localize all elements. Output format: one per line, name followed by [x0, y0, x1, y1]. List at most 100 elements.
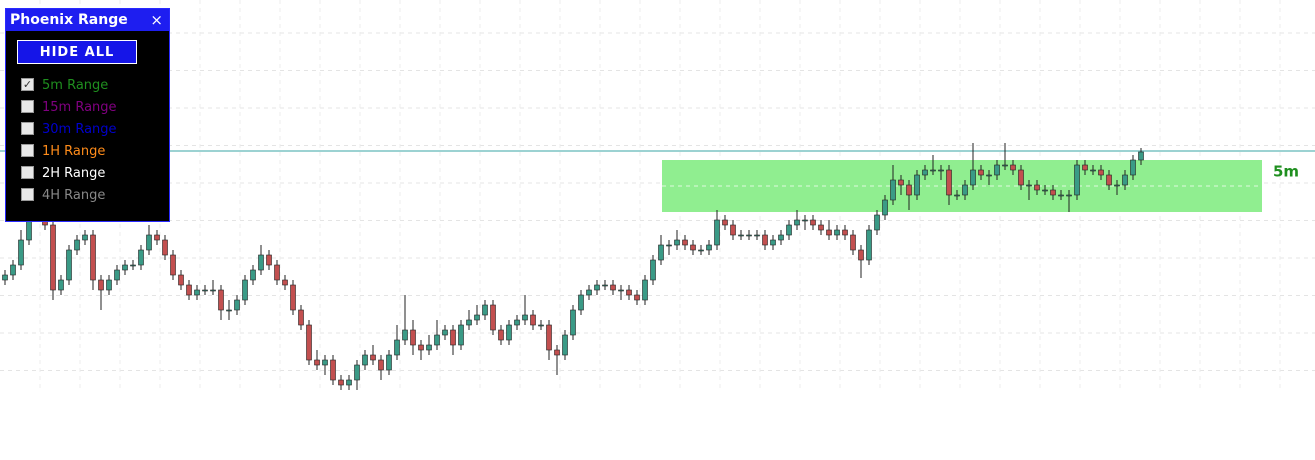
candle-body — [554, 349, 560, 356]
candle-body — [586, 289, 592, 296]
candle-body — [354, 364, 360, 381]
candle-body — [882, 199, 888, 216]
candle-body — [186, 284, 192, 296]
candle-body — [778, 234, 784, 241]
candle-body — [818, 224, 824, 231]
candle-body — [170, 254, 176, 276]
checkbox[interactable] — [21, 122, 34, 135]
candle-body — [1042, 189, 1048, 192]
candle-body — [1034, 184, 1040, 191]
candle-body — [930, 169, 936, 172]
candle-body — [610, 284, 616, 291]
candle-body — [898, 179, 904, 186]
option-label: 5m Range — [42, 78, 109, 93]
checkbox[interactable] — [21, 100, 34, 113]
candle-body — [674, 239, 680, 246]
candle-body — [250, 269, 256, 281]
candle-body — [626, 289, 632, 296]
candle-body — [226, 309, 232, 312]
candle-body — [490, 304, 496, 331]
candle-body — [122, 264, 128, 271]
candle-body — [234, 299, 240, 311]
candle-body — [690, 244, 696, 251]
candle-body — [922, 169, 928, 176]
candle-body — [738, 234, 744, 237]
candle-body — [530, 314, 536, 326]
candle-body — [594, 284, 600, 291]
panel: Phoenix Range × HIDE ALL ✓ 5m Range 15m Ran… — [5, 8, 170, 222]
candle-body — [938, 169, 944, 172]
panel-title-bar: Phoenix Range × — [6, 9, 169, 31]
candle-body — [706, 244, 712, 251]
candle-body — [1050, 189, 1056, 196]
option-label: 4H Range — [42, 188, 106, 203]
candle-body — [890, 179, 896, 201]
candle-body — [386, 354, 392, 371]
candle-body — [18, 239, 24, 266]
candle-body — [514, 319, 520, 326]
hide-all-button[interactable]: HIDE ALL — [17, 40, 137, 64]
candle-body — [714, 219, 720, 246]
checkbox[interactable] — [21, 166, 34, 179]
candle-body — [1122, 174, 1128, 186]
candle-body — [642, 279, 648, 301]
candle-body — [10, 264, 16, 276]
candle-body — [330, 359, 336, 381]
candle-body — [218, 289, 224, 311]
candle-body — [154, 234, 160, 241]
candle-body — [274, 264, 280, 281]
option-label: 2H Range — [42, 166, 106, 181]
candle-body — [1106, 174, 1112, 186]
candle-body — [466, 319, 472, 326]
candle-body — [442, 329, 448, 336]
candle-body — [826, 229, 832, 236]
candle-body — [482, 304, 488, 316]
candle-body — [266, 254, 272, 266]
candle-body — [130, 264, 136, 267]
candle-body — [1130, 159, 1136, 176]
candle-body — [298, 309, 304, 326]
candle-body — [178, 274, 184, 286]
candle-body — [1098, 169, 1104, 176]
candle-body — [1018, 169, 1024, 186]
candle-body — [1090, 169, 1096, 172]
option-label: 1H Range — [42, 144, 106, 159]
checkbox[interactable] — [21, 188, 34, 201]
option-label: 30m Range — [42, 122, 117, 137]
candle-body — [1074, 164, 1080, 196]
candle-body — [562, 334, 568, 356]
candle-body — [850, 234, 856, 251]
candle-body — [698, 249, 704, 252]
checkbox[interactable]: ✓ — [21, 78, 34, 91]
candle-body — [418, 344, 424, 351]
candle-body — [146, 234, 152, 251]
close-button[interactable]: × — [150, 11, 163, 29]
candle-body — [50, 224, 56, 291]
candle-body — [954, 194, 960, 197]
candle-body — [290, 284, 296, 311]
candle-body — [762, 234, 768, 246]
candle-body — [322, 359, 328, 366]
candle-body — [210, 289, 216, 292]
candle-body — [746, 234, 752, 237]
checkbox[interactable] — [21, 144, 34, 157]
candle-body — [1138, 151, 1144, 161]
candle-body — [962, 184, 968, 196]
candle-body — [66, 249, 72, 281]
candle-body — [1026, 184, 1032, 187]
candle-body — [602, 284, 608, 287]
candle-body — [1002, 164, 1008, 167]
candle-body — [506, 324, 512, 341]
candle-body — [618, 289, 624, 292]
candle-body — [474, 314, 480, 321]
candle-body — [258, 254, 264, 271]
range-option: 2H Range — [21, 165, 105, 183]
candle-body — [682, 239, 688, 246]
candle-body — [242, 279, 248, 301]
candle-body — [650, 259, 656, 281]
candle-body — [658, 244, 664, 261]
candle-body — [946, 169, 952, 196]
candle-body — [114, 269, 120, 281]
